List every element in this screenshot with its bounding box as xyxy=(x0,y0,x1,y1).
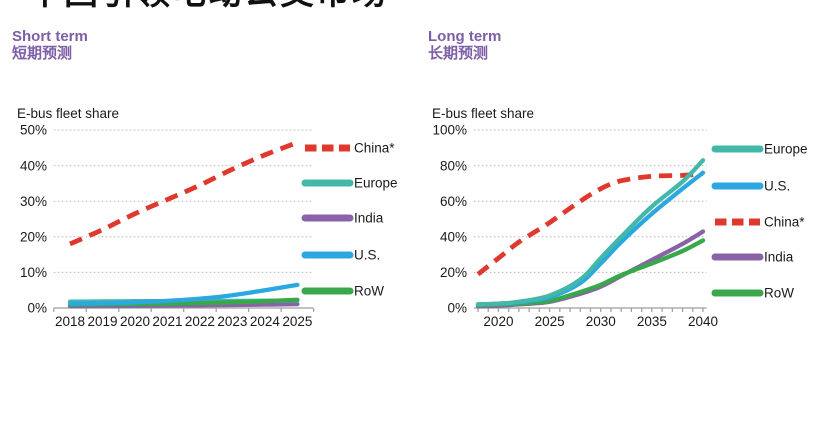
axis-caption: E-bus fleet share xyxy=(17,106,119,121)
y-tick-label: 0% xyxy=(27,301,47,316)
y-tick-label: 40% xyxy=(20,158,47,173)
y-tick-label: 20% xyxy=(20,230,47,245)
line-china xyxy=(69,140,299,247)
long-term-heading-zh: 长期预测 xyxy=(428,45,489,62)
axis-caption: E-bus fleet share xyxy=(432,106,534,121)
short-term-heading-zh: 短期预测 xyxy=(12,45,73,62)
x-tick-label: 2023 xyxy=(217,314,247,329)
x-tick-label: 2021 xyxy=(152,314,182,329)
legend-label-us.: U.S. xyxy=(764,179,790,194)
legend-label-europe: Europe xyxy=(764,142,808,157)
y-tick-label: 50% xyxy=(20,123,47,138)
short-term-heading: Short term 短期预测 xyxy=(12,28,312,62)
y-tick-label: 30% xyxy=(20,194,47,209)
x-tick-label: 2025 xyxy=(535,314,565,329)
legend-label-europe: Europe xyxy=(354,176,398,191)
line-china xyxy=(476,171,704,277)
line-us. xyxy=(67,282,300,306)
x-tick-label: 2020 xyxy=(483,314,513,329)
legend-label-row: RoW xyxy=(354,284,384,299)
short-term-heading-en: Short term xyxy=(12,28,88,45)
y-tick-label: 40% xyxy=(440,230,467,245)
x-tick-label: 2035 xyxy=(637,314,667,329)
long-term-heading: Long term 长期预测 xyxy=(428,28,728,62)
legend-label-india: India xyxy=(764,250,794,265)
x-tick-label: 2020 xyxy=(120,314,150,329)
x-tick-label: 2040 xyxy=(688,314,718,329)
y-tick-label: 0% xyxy=(447,301,467,316)
y-tick-label: 100% xyxy=(432,123,467,138)
y-tick-label: 20% xyxy=(440,265,467,280)
title-clip-region: 中国引领电动公交市场 xyxy=(0,0,820,13)
x-tick-label: 2018 xyxy=(55,314,85,329)
long-term-chart: E-bus fleet share 0% 20% 40% 60% 80% 100% 2020 2… xyxy=(432,106,808,329)
legend-label-us.: U.S. xyxy=(354,248,380,263)
x-tick-label: 2030 xyxy=(586,314,616,329)
legend-label-china: China* xyxy=(354,141,395,156)
line-europe xyxy=(475,158,706,307)
y-tick-label: 60% xyxy=(440,194,467,209)
y-tick-label: 80% xyxy=(440,158,467,173)
legend-label-china: China* xyxy=(764,215,805,230)
page-title: 中国引领电动公交市场 xyxy=(28,0,388,12)
long-term-heading-en: Long term xyxy=(428,28,502,45)
legend-label-india: India xyxy=(354,211,384,226)
x-tick-label: 2019 xyxy=(87,314,117,329)
x-tick-label: 2022 xyxy=(185,314,215,329)
x-tick-label: 2024 xyxy=(250,314,281,329)
legend-label-row: RoW xyxy=(764,286,794,301)
y-tick-label: 10% xyxy=(20,265,47,280)
x-tick-label: 2025 xyxy=(282,314,312,329)
